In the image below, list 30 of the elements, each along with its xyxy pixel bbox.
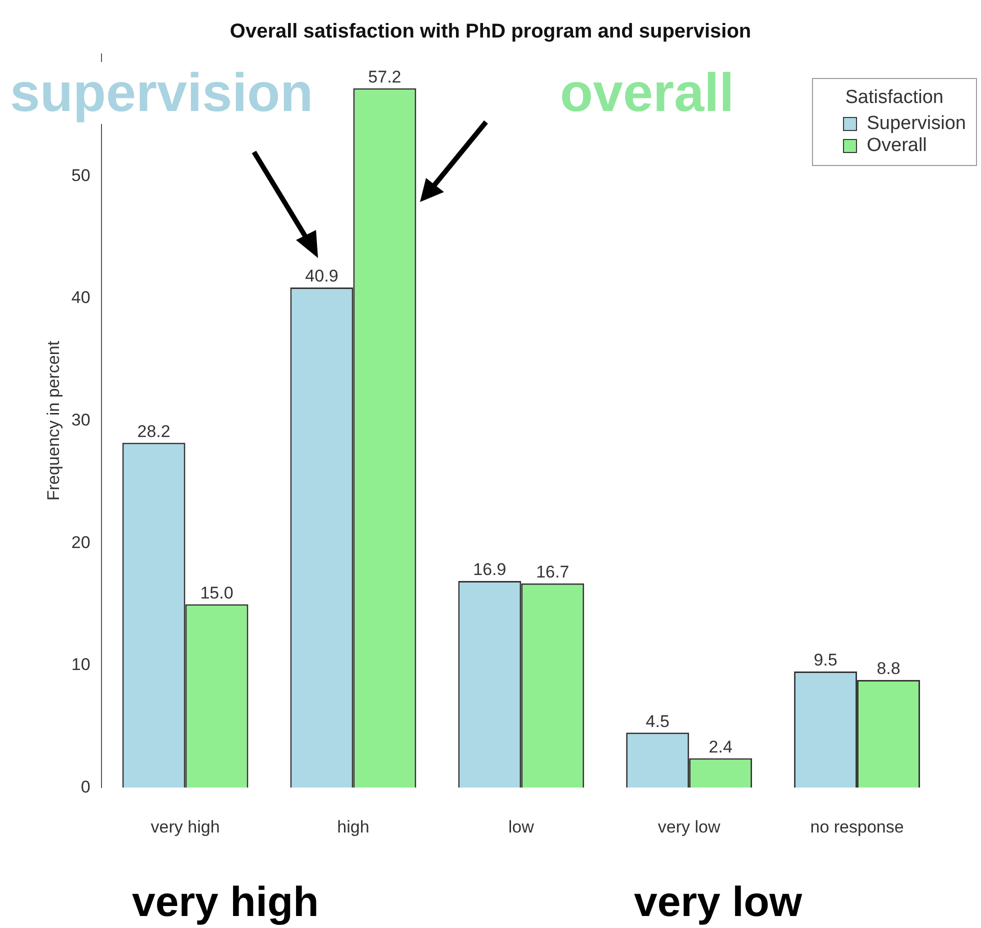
text: very high <box>132 878 319 926</box>
text: 16.9 <box>473 560 506 580</box>
legend-label: Supervision <box>866 113 966 135</box>
text: 15.0 <box>200 583 234 602</box>
text: 40.9 <box>305 266 338 286</box>
legend-title: Satisfaction <box>844 87 944 109</box>
y-tick-label: 40 <box>71 288 90 308</box>
annotation: supervision <box>10 62 314 124</box>
y-tick-label: 50 <box>71 166 90 185</box>
y-tick-label: 20 <box>71 532 90 552</box>
text: 9.5 <box>814 650 838 670</box>
y-axis-title: Frequency in percent <box>44 340 63 501</box>
text: 28.2 <box>137 422 170 441</box>
annotation: overall <box>560 62 734 124</box>
text: 4.5 <box>646 712 670 731</box>
y-tick-label: 0 <box>80 777 90 796</box>
x-tick-label: no response <box>810 817 904 836</box>
y-tick-label: 30 <box>71 410 90 430</box>
text: 8.8 <box>876 659 900 678</box>
x-tick-label: very low <box>658 817 721 836</box>
text: 2.4 <box>708 737 732 756</box>
x-tick-label: very high <box>150 817 220 836</box>
chart-title: Overall satisfaction with PhD program and supervision <box>230 20 752 43</box>
x-tick-label: high <box>337 817 370 836</box>
x-tick-label: low <box>508 817 535 836</box>
text: 57.2 <box>368 67 402 86</box>
text: very low <box>634 878 802 926</box>
y-tick-label: 10 <box>71 655 90 674</box>
text: 16.7 <box>536 562 570 582</box>
legend-label: Overall <box>866 135 927 157</box>
